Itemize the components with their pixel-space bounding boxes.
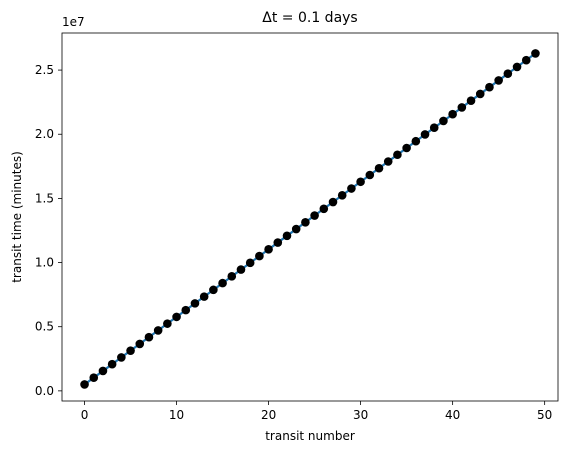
data-point <box>117 353 126 362</box>
data-point <box>365 170 375 180</box>
data-point <box>282 231 292 241</box>
data-point <box>337 190 347 200</box>
data-point <box>319 204 329 214</box>
data-point <box>172 312 181 322</box>
data-point <box>347 184 356 193</box>
data-point <box>107 359 117 369</box>
data-point <box>245 258 255 268</box>
data-point <box>209 285 218 295</box>
data-point <box>89 373 99 382</box>
x-axis-label: transit number <box>265 429 355 443</box>
data-point <box>98 366 108 376</box>
data-point <box>144 332 154 342</box>
data-point <box>264 245 273 254</box>
data-point <box>457 103 467 112</box>
data-point <box>439 116 448 126</box>
y-offset-label: 1e7 <box>62 15 85 29</box>
y-tick-label: 2.5 <box>35 63 54 77</box>
y-axis-label: transit time (minutes) <box>10 151 24 283</box>
x-tick-label: 20 <box>261 408 276 422</box>
data-point <box>374 163 384 173</box>
x-axis: 0 10 20 30 40 50 <box>81 401 552 422</box>
data-point <box>383 157 393 166</box>
data-point <box>448 109 457 119</box>
data-point <box>291 224 301 234</box>
y-tick-label: 1.5 <box>35 191 54 205</box>
x-tick-label: 30 <box>353 408 368 422</box>
data-point <box>80 380 89 389</box>
data-point <box>273 238 283 247</box>
data-point <box>475 89 485 99</box>
data-point <box>512 62 522 72</box>
data-point <box>466 96 476 105</box>
x-tick-label: 40 <box>445 408 460 422</box>
plot-frame <box>61 32 559 402</box>
y-tick-label: 0.0 <box>35 384 54 398</box>
data-point <box>236 265 246 274</box>
data-point <box>402 143 411 153</box>
data-point <box>310 211 319 220</box>
y-tick-label: 0.5 <box>35 320 54 334</box>
data-layer <box>80 49 540 389</box>
y-tick-label: 2.0 <box>35 127 54 141</box>
data-point <box>227 272 237 281</box>
data-point <box>126 346 135 355</box>
data-point <box>218 278 227 288</box>
x-tick-label: 0 <box>81 408 89 422</box>
data-point <box>328 197 338 207</box>
y-tick-label: 1.0 <box>35 256 54 270</box>
data-point <box>494 76 503 85</box>
data-point <box>181 305 191 315</box>
y-axis: 0.0 0.5 1.0 1.5 2.0 2.5 <box>35 63 62 398</box>
data-point <box>190 299 200 308</box>
x-tick-label: 10 <box>169 408 184 422</box>
data-point <box>153 326 163 335</box>
data-point <box>531 49 540 58</box>
data-point <box>356 177 365 187</box>
data-point <box>135 339 145 349</box>
data-point <box>521 55 531 65</box>
data-point <box>485 82 494 92</box>
data-point <box>411 136 421 146</box>
x-tick-label: 50 <box>537 408 552 422</box>
data-point <box>199 292 209 301</box>
chart-title: Δt = 0.1 days <box>262 10 357 26</box>
data-point <box>503 69 513 78</box>
data-point <box>420 130 430 139</box>
data-point <box>255 251 264 261</box>
data-point <box>301 218 310 227</box>
data-point <box>429 123 439 133</box>
data-point <box>393 150 402 160</box>
data-point <box>163 319 172 328</box>
